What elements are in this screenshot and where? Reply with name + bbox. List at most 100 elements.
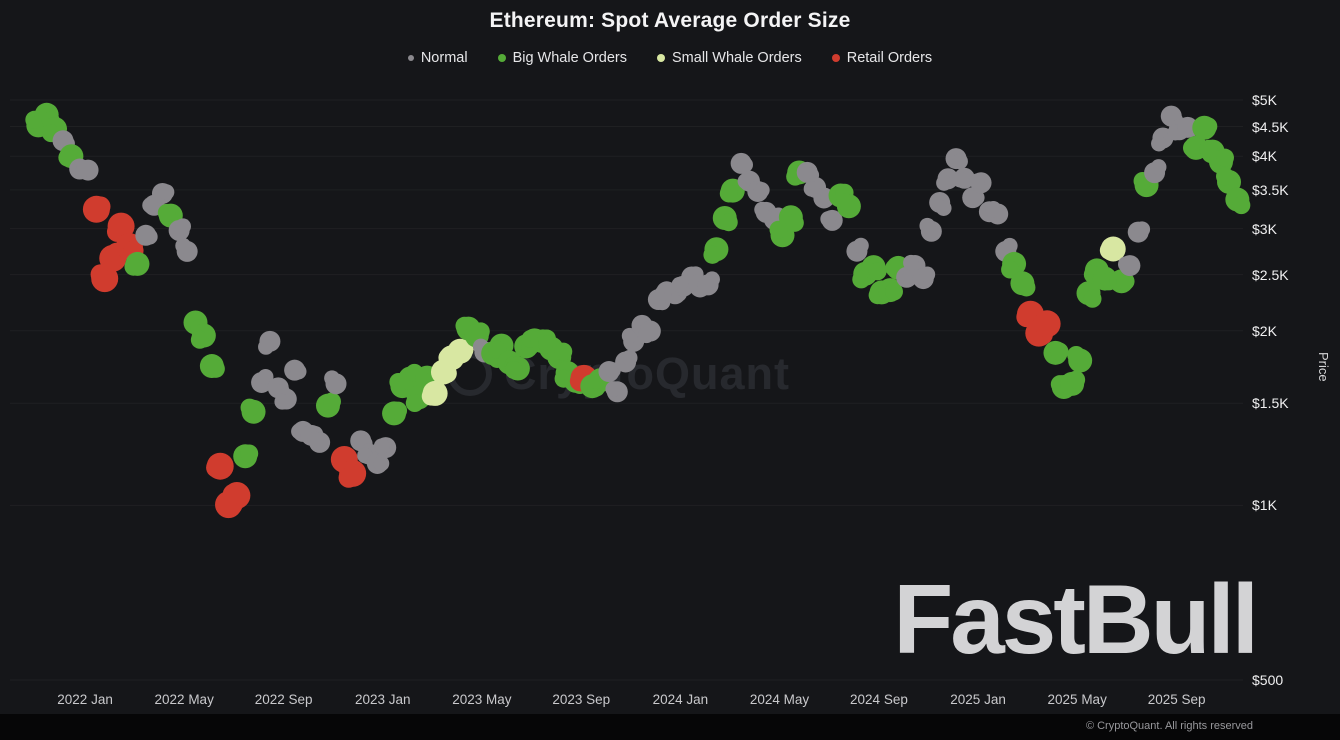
data-point (222, 483, 244, 505)
legend-label-normal: Normal (420, 50, 468, 66)
data-point (1150, 159, 1167, 175)
y-tick-label: $4.5K (1252, 118, 1289, 135)
data-point (835, 193, 854, 212)
data-point (719, 213, 738, 232)
x-tick-label: 2023 May (452, 692, 512, 707)
legend-item-big-whale[interactable]: Big Whale Orders (497, 50, 627, 66)
data-point (1116, 272, 1135, 291)
legend-item-small-whale[interactable]: Small Whale Orders (657, 50, 802, 66)
data-point (76, 160, 92, 177)
data-point (968, 189, 985, 206)
data-point (322, 392, 341, 411)
data-point (405, 394, 424, 413)
data-point (703, 245, 722, 264)
legend-swatch-big-whale-icon (497, 54, 506, 62)
data-point (753, 182, 770, 198)
data-point (985, 201, 1002, 218)
data-point (206, 457, 227, 478)
legend: Normal Big Whale Orders Small Whale Orde… (0, 50, 1340, 66)
y-tick-label: $1.5K (1252, 395, 1289, 412)
data-point (1001, 260, 1020, 279)
legend-label-retail: Retail Orders (846, 50, 933, 66)
data-point (935, 200, 952, 216)
data-point (240, 444, 259, 463)
data-point (274, 393, 291, 410)
data-point (737, 156, 754, 173)
data-point (157, 203, 176, 222)
data-point (868, 262, 887, 281)
y-tick-label: $1K (1252, 497, 1277, 514)
x-tick-label: 2024 Sep (850, 692, 908, 707)
data-point (554, 342, 573, 361)
data-point (719, 184, 738, 203)
data-point (389, 401, 408, 420)
data-point (952, 153, 968, 170)
y-tick-label: $3.5K (1252, 181, 1289, 198)
data-point (952, 171, 969, 188)
data-point (206, 359, 225, 378)
data-point (158, 184, 175, 200)
data-point (1134, 221, 1151, 238)
data-point (1001, 237, 1018, 254)
y-tick-label: $3K (1252, 220, 1277, 237)
data-point (704, 271, 720, 288)
data-point (504, 360, 523, 379)
data-point (820, 211, 837, 227)
x-tick-label: 2022 Jan (57, 692, 113, 707)
data-point (1182, 138, 1201, 157)
legend-label-big-whale: Big Whale Orders (512, 50, 627, 66)
data-point (471, 322, 490, 341)
x-tick-label: 2022 May (154, 692, 214, 707)
data-point (141, 228, 158, 245)
legend-swatch-normal-icon (407, 55, 414, 61)
data-point (1017, 278, 1036, 297)
data-point (936, 175, 952, 191)
data-point (638, 327, 655, 344)
data-point (290, 363, 307, 380)
data-point (785, 213, 804, 232)
x-tick-label: 2023 Sep (552, 692, 611, 707)
bottom-bar: © CryptoQuant. All rights reserved (0, 714, 1340, 740)
legend-swatch-retail-icon (831, 54, 840, 62)
data-point (969, 173, 985, 190)
data-point (124, 257, 143, 276)
x-tick-label: 2022 Sep (254, 692, 313, 707)
y-tick-label: $2.5K (1252, 266, 1289, 283)
data-point (1215, 148, 1234, 167)
legend-swatch-small-whale-icon (657, 54, 665, 62)
data-point (621, 327, 638, 344)
legend-item-normal[interactable]: Normal (407, 50, 468, 66)
x-tick-label: 2023 Jan (354, 692, 411, 707)
data-point (621, 349, 638, 366)
legend-item-retail[interactable]: Retail Orders (831, 50, 933, 66)
data-point (1199, 117, 1218, 136)
y-tick-label: $2K (1252, 322, 1277, 339)
y-axis-title: Price (1316, 352, 1331, 382)
data-point (90, 196, 111, 217)
y-tick-label: $4K (1252, 148, 1277, 165)
data-point (142, 197, 159, 214)
data-point (175, 237, 192, 254)
data-point (421, 386, 441, 406)
data-point (454, 340, 474, 360)
data-point (257, 368, 274, 385)
chart-title: Ethereum: Spot Average Order Size (489, 9, 851, 32)
data-point (737, 173, 754, 190)
data-point (338, 467, 359, 488)
data-point (307, 431, 324, 448)
data-point (903, 254, 919, 271)
data-point (1033, 313, 1054, 334)
data-point (1067, 345, 1086, 364)
data-point (324, 370, 340, 387)
x-tick-label: 2025 May (1047, 692, 1107, 707)
data-point (919, 266, 936, 283)
data-point (1216, 167, 1235, 186)
data-point (175, 218, 192, 235)
fastbull-watermark: FastBull (893, 564, 1259, 674)
copyright-text: © CryptoQuant. All rights reserved (1085, 720, 1253, 732)
data-point (853, 237, 869, 254)
data-point (884, 282, 903, 301)
data-point (1232, 196, 1251, 215)
